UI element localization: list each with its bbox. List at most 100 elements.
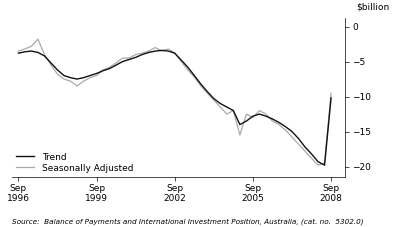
Trend [146, 51, 151, 54]
Trend [140, 53, 145, 56]
Seasonally Adjusted [309, 157, 314, 160]
Seasonally Adjusted [322, 162, 327, 164]
Seasonally Adjusted [81, 80, 86, 83]
Trend [192, 74, 197, 77]
Seasonally Adjusted [146, 50, 151, 52]
Line: Seasonally Adjusted: Seasonally Adjusted [18, 39, 331, 165]
Seasonally Adjusted [224, 113, 229, 115]
Seasonally Adjusted [212, 99, 216, 101]
Trend [277, 121, 281, 124]
Seasonally Adjusted [296, 143, 301, 146]
Seasonally Adjusted [329, 92, 333, 94]
Trend [289, 130, 294, 133]
Trend [309, 153, 314, 155]
Trend [42, 55, 47, 57]
Seasonally Adjusted [237, 134, 242, 136]
Trend [133, 56, 138, 59]
Trend [218, 102, 223, 105]
Trend [29, 50, 34, 52]
Text: $billion: $billion [357, 2, 390, 11]
Trend [16, 52, 21, 54]
Seasonally Adjusted [36, 38, 40, 41]
Seasonally Adjusted [107, 66, 112, 69]
Seasonally Adjusted [133, 53, 138, 56]
Seasonally Adjusted [114, 62, 119, 64]
Seasonally Adjusted [289, 136, 294, 138]
Trend [316, 160, 320, 163]
Trend [101, 69, 106, 72]
Trend [166, 50, 171, 52]
Seasonally Adjusted [23, 48, 27, 50]
Trend [329, 97, 333, 99]
Trend [81, 76, 86, 79]
Trend [172, 52, 177, 54]
Seasonally Adjusted [231, 109, 236, 112]
Trend [75, 78, 79, 80]
Trend [270, 118, 275, 120]
Trend [322, 164, 327, 167]
Trend [107, 67, 112, 70]
Legend: Trend, Seasonally Adjusted: Trend, Seasonally Adjusted [13, 149, 137, 176]
Trend [212, 97, 216, 100]
Trend [68, 76, 73, 79]
Seasonally Adjusted [192, 76, 197, 78]
Trend [179, 59, 184, 62]
Seasonally Adjusted [48, 64, 53, 67]
Seasonally Adjusted [257, 109, 262, 112]
Seasonally Adjusted [172, 52, 177, 54]
Seasonally Adjusted [55, 73, 60, 76]
Seasonally Adjusted [166, 48, 171, 50]
Seasonally Adjusted [16, 50, 21, 52]
Trend [127, 58, 131, 61]
Trend [224, 106, 229, 109]
Trend [36, 51, 40, 54]
Seasonally Adjusted [42, 53, 47, 56]
Seasonally Adjusted [218, 106, 223, 109]
Text: Source:  Balance of Payments and International Investment Position, Australia, (: Source: Balance of Payments and Internat… [12, 218, 364, 225]
Seasonally Adjusted [140, 52, 145, 54]
Trend [62, 74, 66, 77]
Seasonally Adjusted [264, 113, 268, 115]
Seasonally Adjusted [94, 74, 99, 77]
Seasonally Adjusted [159, 50, 164, 52]
Seasonally Adjusted [198, 85, 203, 87]
Seasonally Adjusted [205, 92, 210, 94]
Seasonally Adjusted [303, 150, 307, 153]
Trend [231, 109, 236, 112]
Trend [23, 50, 27, 53]
Trend [88, 74, 93, 77]
Trend [198, 83, 203, 85]
Trend [185, 66, 190, 69]
Seasonally Adjusted [75, 85, 79, 87]
Seasonally Adjusted [153, 46, 158, 49]
Seasonally Adjusted [68, 80, 73, 83]
Seasonally Adjusted [179, 60, 184, 63]
Seasonally Adjusted [101, 69, 106, 71]
Seasonally Adjusted [88, 76, 93, 79]
Trend [237, 123, 242, 126]
Trend [94, 72, 99, 75]
Seasonally Adjusted [29, 45, 34, 47]
Seasonally Adjusted [316, 164, 320, 167]
Trend [264, 115, 268, 118]
Trend [251, 115, 255, 118]
Trend [153, 50, 158, 52]
Seasonally Adjusted [277, 123, 281, 126]
Seasonally Adjusted [251, 116, 255, 119]
Line: Trend: Trend [18, 50, 331, 165]
Seasonally Adjusted [270, 120, 275, 122]
Trend [257, 113, 262, 115]
Trend [244, 120, 249, 122]
Trend [283, 125, 288, 128]
Trend [114, 64, 119, 67]
Seasonally Adjusted [244, 113, 249, 115]
Trend [48, 62, 53, 64]
Seasonally Adjusted [185, 69, 190, 71]
Trend [159, 49, 164, 52]
Trend [120, 60, 125, 63]
Trend [55, 69, 60, 71]
Trend [303, 146, 307, 148]
Trend [205, 90, 210, 93]
Seasonally Adjusted [127, 57, 131, 59]
Seasonally Adjusted [120, 57, 125, 59]
